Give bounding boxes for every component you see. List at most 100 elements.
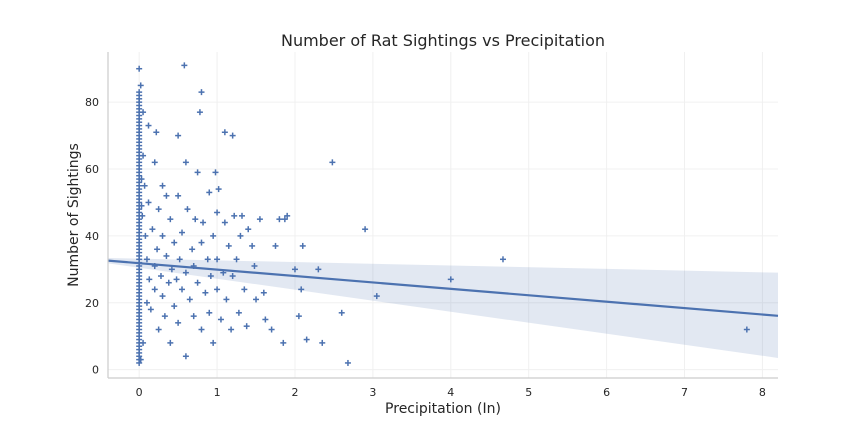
- data-point: [280, 339, 287, 346]
- data-point: [253, 296, 260, 303]
- data-point: [161, 313, 168, 320]
- data-point: [171, 303, 178, 310]
- grid: [108, 52, 778, 378]
- data-point: [147, 306, 154, 313]
- data-point: [214, 286, 221, 293]
- regression-line-path: [107, 259, 779, 317]
- data-point: [229, 132, 236, 139]
- x-tick-label: 8: [759, 386, 766, 399]
- data-point: [214, 209, 221, 216]
- data-point: [239, 212, 245, 219]
- data-point: [206, 309, 213, 316]
- data-point: [153, 129, 160, 136]
- data-point: [181, 62, 188, 69]
- x-tick-label: 0: [136, 386, 143, 399]
- data-point: [373, 293, 380, 300]
- data-point: [138, 202, 145, 209]
- data-point: [175, 132, 182, 139]
- x-tick-label: 7: [681, 386, 688, 399]
- data-point: [228, 326, 235, 333]
- data-point: [268, 326, 275, 333]
- chart-title: Number of Rat Sightings vs Precipitation: [281, 31, 605, 50]
- data-point: [338, 309, 345, 316]
- y-tick-label: 80: [85, 96, 99, 109]
- data-point: [447, 276, 454, 283]
- data-point: [182, 269, 189, 276]
- data-point: [329, 159, 336, 166]
- data-point: [210, 339, 217, 346]
- y-tick-label: 0: [92, 364, 99, 377]
- data-point: [206, 189, 213, 196]
- data-point: [241, 286, 248, 293]
- data-point: [295, 313, 302, 320]
- data-point: [176, 256, 183, 263]
- data-point: [237, 232, 244, 239]
- data-point: [276, 216, 283, 223]
- data-point: [196, 109, 203, 116]
- y-tick-label: 60: [85, 163, 99, 176]
- data-point: [198, 326, 205, 333]
- x-ticks: 0 1 2 3 4 5 6 7 8: [136, 386, 766, 399]
- data-point: [315, 266, 322, 273]
- data-point: [214, 256, 221, 263]
- data-point: [136, 65, 143, 72]
- data-point: [260, 289, 267, 296]
- axes: [107, 52, 778, 379]
- data-point: [159, 182, 166, 189]
- data-point: [262, 316, 269, 323]
- data-point: [192, 216, 199, 223]
- data-point: [217, 316, 224, 323]
- data-point: [140, 339, 147, 346]
- data-point: [198, 89, 205, 96]
- data-point: [182, 353, 189, 360]
- y-tick-label: 20: [85, 297, 99, 310]
- data-point: [256, 216, 263, 223]
- data-point: [344, 359, 351, 366]
- y-tick-label: 40: [85, 230, 99, 243]
- data-point: [151, 159, 158, 166]
- data-point: [179, 286, 186, 293]
- data-points: [136, 62, 750, 366]
- data-point: [151, 286, 158, 293]
- data-point: [157, 273, 164, 280]
- data-point: [141, 182, 148, 189]
- confidence-band-area: [108, 257, 778, 358]
- data-point: [165, 279, 172, 286]
- data-point: [154, 246, 161, 253]
- data-point: [159, 232, 166, 239]
- data-point: [233, 256, 240, 263]
- data-point: [143, 299, 150, 306]
- data-point: [137, 82, 144, 89]
- data-point: [167, 339, 174, 346]
- data-point: [221, 129, 228, 136]
- data-point: [184, 206, 191, 213]
- data-point: [145, 122, 152, 129]
- data-point: [743, 326, 750, 333]
- y-axis-label: Number of Sightings: [66, 143, 82, 287]
- data-point: [204, 256, 211, 263]
- data-point: [225, 242, 232, 249]
- data-point: [179, 229, 186, 236]
- data-point: [163, 192, 170, 199]
- data-point: [163, 252, 170, 259]
- data-point: [155, 206, 162, 213]
- y-ticks: 0 20 40 60 80: [85, 96, 99, 376]
- data-point: [362, 226, 369, 233]
- x-axis-label: Precipitation (In): [385, 401, 501, 417]
- data-point: [221, 219, 228, 226]
- data-point: [159, 293, 166, 300]
- regression-line: [107, 259, 779, 317]
- data-point: [167, 216, 174, 223]
- data-point: [137, 356, 144, 363]
- data-point: [140, 109, 147, 116]
- data-point: [231, 212, 238, 219]
- data-point: [298, 286, 305, 293]
- data-point: [243, 323, 250, 330]
- data-point: [245, 226, 252, 233]
- data-point: [189, 246, 196, 253]
- data-point: [235, 309, 242, 316]
- data-point: [175, 319, 182, 326]
- data-point: [140, 152, 147, 159]
